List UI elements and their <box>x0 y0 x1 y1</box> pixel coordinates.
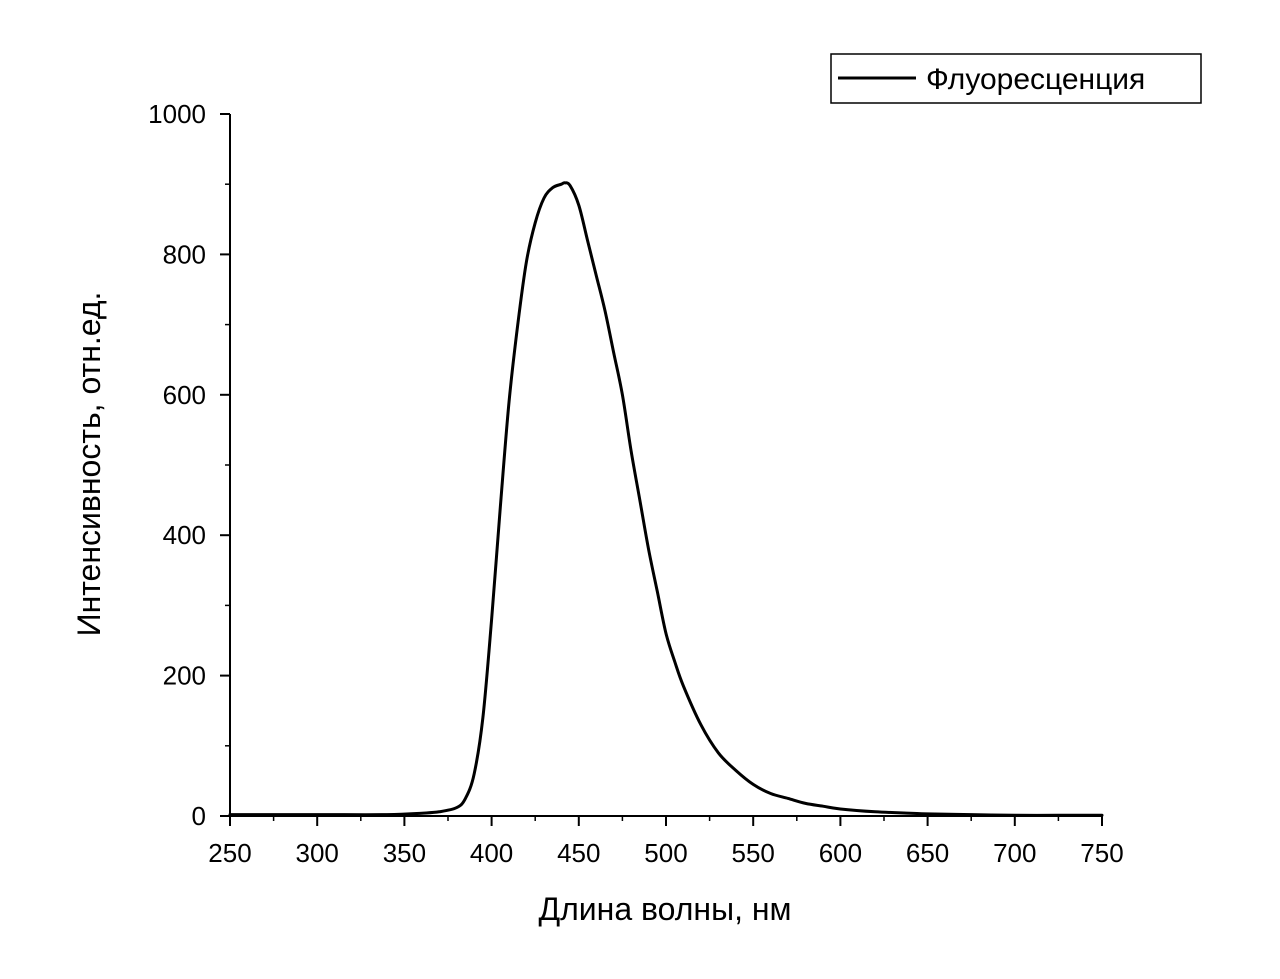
x-tick-label: 600 <box>819 838 862 868</box>
x-axis-title: Длина волны, нм <box>538 891 791 927</box>
x-tick-label: 450 <box>557 838 600 868</box>
x-tick-label: 650 <box>906 838 949 868</box>
x-tick-label: 400 <box>470 838 513 868</box>
legend: Флуоресценция <box>830 53 1202 104</box>
x-tick-label: 550 <box>732 838 775 868</box>
x-tick-label: 250 <box>208 838 251 868</box>
legend-label: Флуоресценция <box>926 63 1145 96</box>
y-tick-label: 1000 <box>148 99 206 129</box>
axes <box>229 114 1102 817</box>
x-tick-label: 300 <box>296 838 339 868</box>
x-tick-label: 750 <box>1080 838 1123 868</box>
x-tick-label: 500 <box>644 838 687 868</box>
y-axis-title: Интенсивность, отн.ед. <box>71 292 107 637</box>
series-line-0 <box>228 181 1104 817</box>
y-tick-label: 200 <box>163 661 206 691</box>
y-tick-label: 600 <box>163 380 206 410</box>
y-tick-label: 800 <box>163 239 206 269</box>
x-tick-label: 700 <box>993 838 1036 868</box>
x-tick-label: 350 <box>383 838 426 868</box>
y-tick-label: 0 <box>192 801 206 831</box>
tick-labels: 250 300 350 400 450 500 550 600 650 700 750 0 200 400… <box>148 99 1124 868</box>
ticks <box>220 113 1103 826</box>
y-tick-label: 400 <box>163 520 206 550</box>
series-layer <box>228 181 1104 817</box>
